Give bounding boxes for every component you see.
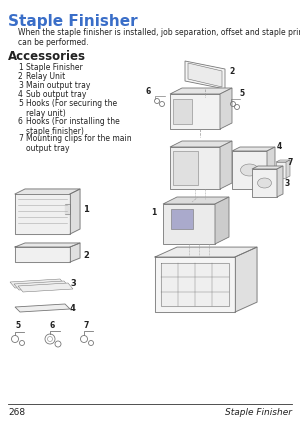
Text: 7: 7 [83,320,89,329]
Text: 7: 7 [18,134,23,143]
Polygon shape [267,148,275,190]
Text: 4: 4 [70,304,76,313]
Polygon shape [188,64,222,88]
Polygon shape [15,190,80,195]
Text: 268: 268 [8,407,25,416]
Text: Staple Finisher: Staple Finisher [225,407,292,416]
Text: 4: 4 [277,142,282,151]
Polygon shape [161,263,229,306]
Polygon shape [15,304,70,312]
Polygon shape [15,195,70,234]
Ellipse shape [257,178,272,189]
Polygon shape [155,257,235,312]
Text: 5: 5 [239,89,244,98]
Polygon shape [155,248,257,257]
Polygon shape [14,281,69,290]
Polygon shape [215,198,229,245]
Text: Staple Finisher: Staple Finisher [26,63,83,72]
Polygon shape [163,198,229,204]
Polygon shape [171,210,193,230]
Text: When the staple finisher is installed, job separation, offset and staple printin: When the staple finisher is installed, j… [18,28,300,47]
Text: Hooks (For installing the
staple finisher): Hooks (For installing the staple finishe… [26,116,120,135]
Polygon shape [276,161,290,163]
Text: 6: 6 [18,116,23,125]
Polygon shape [276,163,286,178]
Text: Main output tray: Main output tray [26,81,90,90]
Polygon shape [232,152,267,190]
Polygon shape [163,204,215,245]
Polygon shape [173,100,192,125]
Polygon shape [170,148,220,190]
Text: Staple Finisher: Staple Finisher [8,14,138,29]
Text: 1: 1 [83,205,89,214]
Polygon shape [252,170,277,198]
Text: Mounting clips for the main
output tray: Mounting clips for the main output tray [26,134,132,153]
Polygon shape [185,62,225,90]
Text: 6: 6 [145,87,150,96]
Polygon shape [232,148,275,152]
Text: 3: 3 [18,81,23,90]
Text: 1: 1 [18,63,23,72]
Polygon shape [15,243,80,248]
Polygon shape [15,248,70,262]
Text: 3: 3 [70,279,76,288]
Text: Accessories: Accessories [8,50,86,63]
Text: 2: 2 [229,67,234,76]
Text: 4: 4 [18,90,23,99]
Polygon shape [220,89,232,130]
Text: 2: 2 [18,72,23,81]
Polygon shape [235,248,257,312]
Text: 2: 2 [83,250,89,259]
Polygon shape [170,95,220,130]
Text: 6: 6 [50,320,55,329]
Polygon shape [277,167,283,198]
Polygon shape [70,243,80,262]
Polygon shape [286,161,290,178]
Text: 3: 3 [285,179,290,188]
Polygon shape [70,190,80,234]
Polygon shape [170,89,232,95]
Text: Sub output tray: Sub output tray [26,90,86,99]
Text: 1: 1 [151,207,156,216]
Polygon shape [10,279,65,288]
Polygon shape [252,167,283,170]
Text: 7: 7 [288,158,293,167]
Text: 5: 5 [15,320,21,329]
Polygon shape [173,152,198,186]
Ellipse shape [241,164,259,177]
Polygon shape [170,142,232,148]
Text: Hooks (For securing the
relay unit): Hooks (For securing the relay unit) [26,99,117,118]
Text: Relay Unit: Relay Unit [26,72,65,81]
Text: 5: 5 [18,99,23,108]
Polygon shape [18,283,73,292]
Polygon shape [65,204,70,215]
Polygon shape [220,142,232,190]
